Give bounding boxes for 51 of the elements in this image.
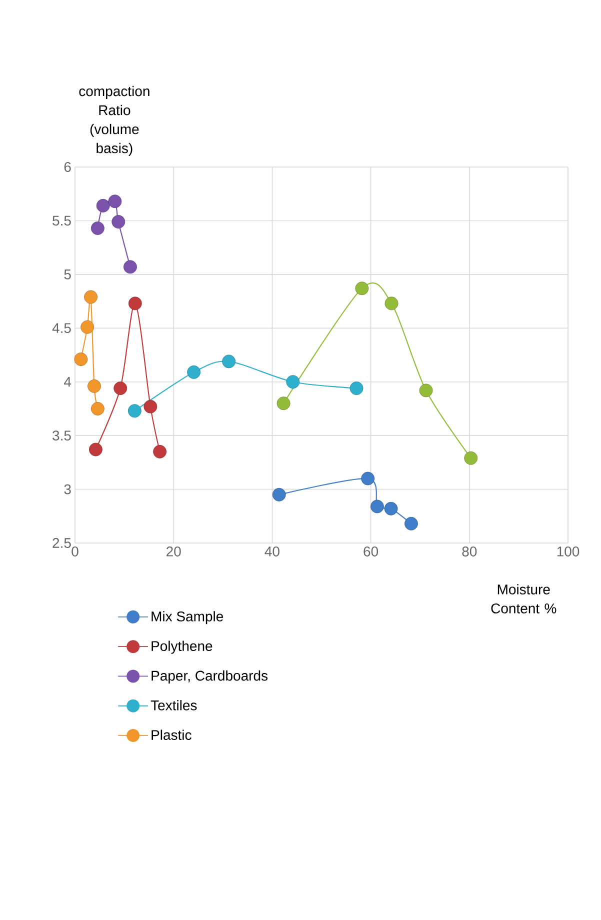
y-tick-label: 6 [64,162,71,172]
point [74,352,88,366]
point [144,400,158,414]
point [108,194,122,208]
point [384,296,398,310]
point [361,472,375,486]
point [276,396,290,410]
point [112,215,126,228]
legend-label: Polythene [152,640,212,654]
y-tick-label: 5.5 [52,216,71,226]
y-tick-label: 3 [64,484,71,494]
legend-label: Plastic [152,730,192,740]
legend-label: Paper, Cardboards [152,670,268,684]
x-tick-label: 40 [264,546,280,556]
point [153,444,166,458]
point [88,379,101,393]
point [80,320,94,334]
point [90,402,104,416]
point [96,198,110,212]
point [355,282,369,296]
y-axis-title: compaction Ratio (volume basis) [79,86,150,156]
point [272,488,286,502]
point [84,290,98,304]
point [90,222,104,235]
point [370,500,384,514]
point [124,260,137,274]
y-tick-label: 4 [64,377,72,387]
point [464,451,478,465]
point [384,502,398,516]
point [187,365,201,379]
legend-label: Mix Sample [152,611,224,624]
x-tick-label: 100 [557,546,580,556]
y-tick-label: 4.5 [52,323,71,334]
point [222,354,236,368]
y-tick-label: 2.5 [52,538,71,548]
x-tick-label: 20 [166,546,181,556]
point [404,516,418,530]
point [350,382,364,395]
x-axis-title: Moisture Content % [491,584,556,614]
point [286,375,300,389]
point [419,384,433,398]
x-tick-label: 80 [462,546,477,556]
x-tick-label: 0 [72,546,78,556]
legend-label: Textiles [150,700,197,710]
point [114,382,128,395]
point [128,404,142,418]
y-tick-label: 3.5 [52,430,71,441]
point [89,442,102,456]
point [128,296,142,310]
y-tick-label: 5 [64,270,71,280]
x-tick-label: 60 [364,546,378,556]
